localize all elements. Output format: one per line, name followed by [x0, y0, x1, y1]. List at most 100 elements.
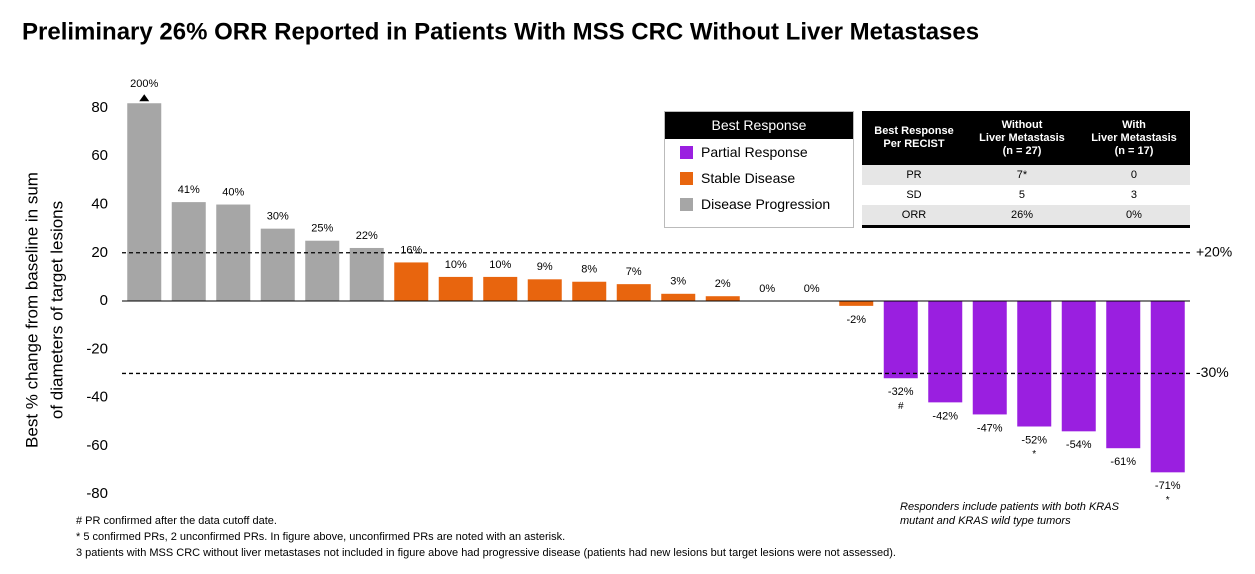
- bar: [839, 301, 874, 306]
- bar: [705, 296, 740, 302]
- table-header: Best Response Per RECIST Without Liver Me…: [862, 111, 1190, 165]
- legend-entry: Disease Progression: [665, 191, 853, 217]
- table-cell: 0: [1077, 165, 1190, 185]
- y-tick-label: 80: [91, 99, 108, 116]
- clip-arrow: [139, 94, 150, 102]
- chart-title: Preliminary 26% ORR Reported in Patients…: [22, 18, 979, 45]
- value-label: 0%: [759, 283, 775, 295]
- table-cell: 7*: [965, 165, 1078, 185]
- table-cell: ORR: [862, 205, 966, 227]
- y-tick-label: -20: [86, 340, 108, 357]
- bars: [127, 103, 1185, 473]
- annotation: Responders include patients with both KR…: [900, 501, 1120, 513]
- bar: [171, 202, 206, 302]
- value-label: 30%: [267, 211, 289, 223]
- table-body: PR 7* 0 SD 5 3 ORR 26% 0%: [862, 165, 1190, 227]
- legend-label: Disease Progression: [701, 196, 831, 212]
- y-tick-label: 20: [91, 244, 108, 261]
- value-label: 16%: [400, 244, 422, 256]
- legend-swatch: [680, 171, 693, 185]
- y-tick-label: 0: [100, 292, 108, 309]
- bar: [1150, 301, 1185, 473]
- value-label: -61%: [1110, 456, 1136, 468]
- value-label: -42%: [932, 410, 958, 422]
- legend: Best Response Partial Response Stable Dis…: [664, 111, 854, 228]
- value-note: *: [1166, 495, 1170, 506]
- legend-swatch: [680, 197, 693, 211]
- legend-entry: Stable Disease: [665, 165, 853, 191]
- value-label: -71%: [1155, 480, 1181, 492]
- bar: [483, 276, 518, 302]
- table-cell: SD: [906, 189, 922, 201]
- legend-title: Best Response: [665, 112, 853, 139]
- value-note: #: [898, 401, 904, 412]
- bar: [394, 262, 429, 302]
- value-note: *: [1032, 449, 1036, 460]
- bar: [260, 228, 295, 302]
- legend-label: Partial Response: [701, 144, 808, 160]
- y-axis-label: of diameters of target lesions: [47, 201, 66, 419]
- bar: [1106, 301, 1141, 449]
- bar: [572, 281, 607, 302]
- table-header-cell: With Liver Metastasis (n = 17): [1077, 111, 1190, 165]
- value-label: 8%: [581, 264, 597, 276]
- legend-entry: Partial Response: [665, 139, 853, 165]
- bar: [972, 301, 1007, 415]
- value-label: 2%: [715, 278, 731, 290]
- bar: [349, 247, 384, 302]
- table-cell: 26%: [965, 205, 1078, 227]
- value-label: 0%: [804, 283, 820, 295]
- table-cell: 0%: [1077, 205, 1190, 227]
- reference-label: +20%: [1196, 243, 1232, 259]
- value-label: -32%: [888, 386, 914, 398]
- y-tick-label: -40: [86, 389, 108, 406]
- bar: [127, 103, 162, 302]
- bar: [527, 279, 562, 302]
- value-label: 200%: [130, 78, 158, 90]
- bar: [305, 240, 340, 302]
- y-axis-label: Best % change from baseline in sum: [22, 172, 41, 448]
- bar: [661, 293, 696, 302]
- table-cell: 5: [1018, 189, 1026, 201]
- value-label: 10%: [489, 259, 511, 271]
- footnote: * 5 confirmed PRs, 2 unconfirmed PRs. In…: [76, 531, 565, 543]
- table-header-cell: Without Liver Metastasis (n = 27): [965, 111, 1078, 165]
- bar: [883, 301, 918, 379]
- reference-label: -30%: [1196, 364, 1229, 380]
- bar: [928, 301, 963, 403]
- value-label: -47%: [977, 422, 1003, 434]
- value-label: 22%: [356, 230, 378, 242]
- value-label: 9%: [537, 261, 553, 273]
- y-tick-label: -60: [86, 437, 108, 454]
- value-label: -54%: [1066, 439, 1092, 451]
- footnote: # PR confirmed after the data cutoff dat…: [76, 515, 277, 527]
- value-label: 7%: [626, 266, 642, 278]
- value-label: 10%: [445, 259, 467, 271]
- y-tick-label: 40: [91, 196, 108, 213]
- table-cell: PR: [862, 165, 966, 185]
- table-row: PR 7* 0: [862, 165, 1190, 185]
- response-table: Best Response Per RECIST Without Liver Me…: [862, 111, 1190, 228]
- value-label: 25%: [311, 223, 333, 235]
- value-label: -52%: [1021, 434, 1047, 446]
- legend-label: Stable Disease: [701, 170, 796, 186]
- bar: [616, 284, 651, 302]
- y-tick-label: -80: [86, 485, 108, 502]
- bar: [438, 276, 473, 302]
- table-cell: 3: [1130, 189, 1138, 201]
- table-header-cell: Best Response Per RECIST: [862, 111, 966, 165]
- bar: [1061, 301, 1096, 432]
- legend-swatch: [680, 145, 693, 159]
- y-tick-label: 60: [91, 147, 108, 164]
- value-label: -2%: [846, 314, 866, 326]
- table-row: SD 5 3: [862, 185, 1190, 205]
- footnote: 3 patients with MSS CRC without liver me…: [76, 547, 896, 559]
- bar: [1017, 301, 1052, 427]
- value-label: 40%: [222, 186, 244, 198]
- table-row: ORR 26% 0%: [862, 205, 1190, 227]
- value-label: 3%: [670, 276, 686, 288]
- annotation: mutant and KRAS wild type tumors: [900, 515, 1071, 527]
- value-label: 41%: [178, 184, 200, 196]
